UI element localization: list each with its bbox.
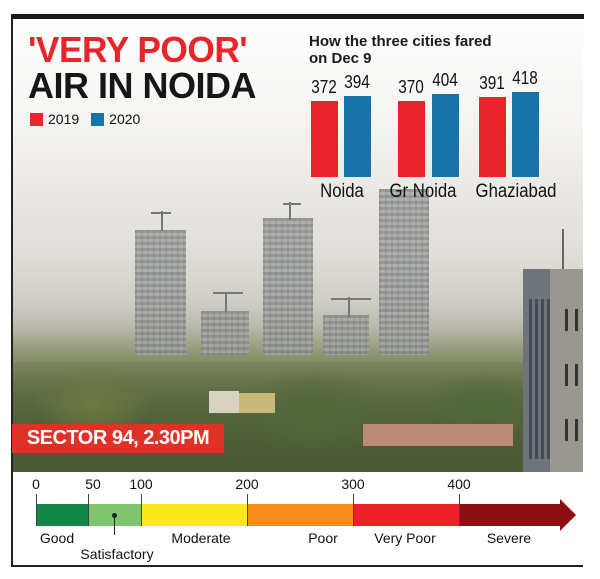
tick-mark <box>36 494 37 526</box>
legend-swatch-blue <box>91 112 105 126</box>
band-label-very-poor: Very Poor <box>374 530 436 546</box>
tick-100: 100 <box>129 476 153 492</box>
crane-3-jib <box>213 292 243 294</box>
bar-value-ghaziabad-2020: 418 <box>512 68 538 88</box>
chart-title-line-1: How the three cities fared <box>309 33 492 50</box>
window-strip <box>541 299 544 459</box>
tower-2 <box>263 218 313 355</box>
tick-300: 300 <box>341 476 365 492</box>
tick-mark <box>247 494 248 526</box>
category-label-grnoida: Gr Noida <box>389 181 457 202</box>
antenna <box>562 229 564 269</box>
tick-0: 0 <box>32 476 40 492</box>
crane-2-jib <box>283 203 301 205</box>
band-label-severe: Severe <box>486 530 532 546</box>
bar-value-noida-2019: 372 <box>311 77 337 97</box>
bottom-rule <box>11 565 583 567</box>
tick-50: 50 <box>85 476 101 492</box>
tower-low-1 <box>201 311 249 355</box>
tower-3 <box>379 189 429 355</box>
house-2 <box>209 391 239 413</box>
window <box>565 419 568 441</box>
bar-noida-2020 <box>344 96 371 177</box>
tower-1 <box>135 230 186 355</box>
wall <box>363 424 513 446</box>
tick-mark <box>353 494 354 526</box>
band-very-poor <box>353 504 459 526</box>
legend-label: 2019 <box>48 111 80 127</box>
tick-200: 200 <box>235 476 259 492</box>
headline-air-in-noida: AIR IN NOIDA <box>28 65 257 106</box>
arrow-head-icon <box>560 499 576 531</box>
tick-mark <box>88 494 89 526</box>
satisfactory-pointer-line <box>114 515 115 535</box>
window-strip <box>529 299 532 459</box>
crane-1 <box>161 211 163 231</box>
legend-item-2020: 2020 <box>91 111 140 127</box>
chart-title-line-2: on Dec 9 <box>309 50 372 67</box>
bar-ghaziabad-2020 <box>512 92 539 177</box>
window <box>575 309 578 331</box>
window <box>575 364 578 386</box>
office-building <box>523 269 583 472</box>
band-severe <box>459 504 561 526</box>
band-label-poor: Poor <box>308 530 338 546</box>
window-strip <box>547 299 550 459</box>
window-strip <box>535 299 538 459</box>
chart-legend: 2019 2020 <box>30 111 146 127</box>
band-label-good: Good <box>39 530 75 546</box>
legend-item-2019: 2019 <box>30 111 79 127</box>
legend-label: 2020 <box>109 111 141 127</box>
tick-mark <box>459 494 460 526</box>
top-rule <box>11 14 584 19</box>
bar-grnoida-2019 <box>398 101 425 177</box>
tree-line <box>13 362 583 472</box>
bar-noida-2019 <box>311 101 338 177</box>
bar-value-grnoida-2020: 404 <box>432 70 458 90</box>
bar-value-ghaziabad-2019: 391 <box>479 73 505 93</box>
tower-low-2 <box>323 315 369 355</box>
smog-photo <box>13 19 583 472</box>
window <box>565 364 568 386</box>
band-label-satisfactory: Satisfactory <box>80 546 154 562</box>
category-label-noida: Noida <box>320 181 364 202</box>
legend-swatch-red <box>30 112 43 126</box>
bar-value-noida-2020: 394 <box>344 72 370 92</box>
headline-very-poor: 'VERY POOR' <box>28 29 248 70</box>
crane-2 <box>289 202 291 220</box>
tick-400: 400 <box>447 476 471 492</box>
bar-value-grnoida-2019: 370 <box>398 77 424 97</box>
crane-4 <box>348 297 350 317</box>
band-moderate <box>141 504 247 526</box>
band-good <box>36 504 89 526</box>
crane-3 <box>225 292 227 312</box>
chart-title: How the three cities fared on Dec 9 <box>309 33 539 67</box>
category-label-ghaziabad: Ghaziabad <box>475 181 557 202</box>
window <box>575 419 578 441</box>
window <box>565 309 568 331</box>
house <box>239 393 275 413</box>
crane-4-jib <box>331 298 371 300</box>
photo-location-tag: SECTOR 94, 2.30PM <box>12 424 224 453</box>
band-label-moderate: Moderate <box>171 530 231 546</box>
bar-ghaziabad-2019 <box>479 97 506 177</box>
band-poor <box>247 504 353 526</box>
tick-mark <box>141 494 142 526</box>
bar-grnoida-2020 <box>432 94 459 177</box>
crane-1-jib <box>151 212 171 214</box>
